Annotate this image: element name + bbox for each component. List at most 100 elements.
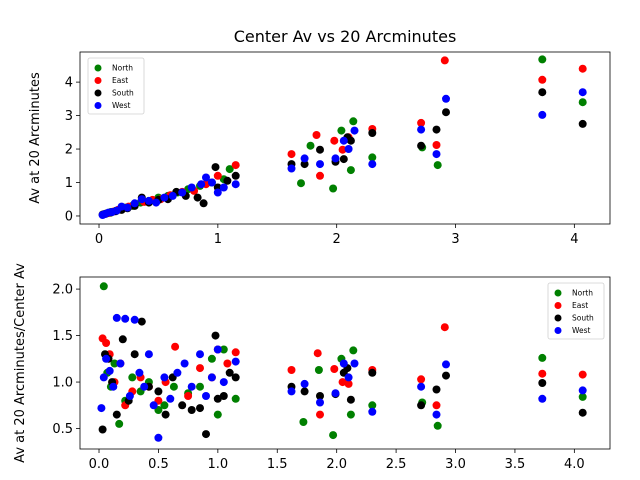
data-point (121, 314, 130, 323)
data-point (346, 395, 355, 404)
data-point (538, 75, 547, 84)
data-point (538, 55, 547, 64)
data-point (117, 202, 126, 211)
data-point (187, 183, 196, 192)
legend-label: South (572, 314, 594, 323)
x-tick-label: 0.5 (148, 457, 169, 472)
data-point (219, 345, 228, 354)
data-point (130, 315, 139, 324)
data-point (231, 394, 240, 403)
data-point (102, 354, 111, 363)
data-point (330, 136, 339, 145)
legend-label: West (112, 101, 130, 110)
data-point (187, 382, 196, 391)
data-point (417, 118, 426, 127)
data-point (223, 359, 232, 368)
bottom-scatter-plot: 0.0 0.5 1.0 1.5 2.0 2.5 3.0 3.5 4.0 0.5 1.0 1.5 2.0 A… (13, 263, 611, 472)
data-point (300, 387, 309, 396)
x-tick-label: 3 (451, 232, 459, 247)
data-point (102, 339, 111, 347)
data-point (207, 354, 216, 363)
data-point (329, 431, 338, 440)
data-point (116, 359, 125, 368)
data-point (166, 394, 175, 403)
data-point (538, 394, 547, 403)
y-tick-label: 2 (65, 143, 73, 158)
data-point (207, 178, 216, 187)
data-point (417, 401, 426, 410)
x-tick-label: 1.5 (267, 457, 288, 472)
data-point (330, 365, 339, 373)
data-point (193, 193, 202, 202)
data-point (135, 368, 144, 377)
data-point (196, 382, 204, 391)
data-point (299, 418, 308, 426)
data-point (130, 199, 139, 208)
data-point (349, 346, 358, 355)
data-point (433, 421, 442, 430)
data-point (344, 379, 353, 388)
y-tick-label: 1.0 (52, 376, 73, 391)
legend-frame (547, 282, 605, 340)
data-point (196, 364, 204, 373)
data-point (417, 141, 426, 150)
data-point (231, 348, 240, 357)
legend-marker (94, 77, 102, 84)
y-tick-label: 0 (65, 209, 73, 224)
data-point (339, 155, 348, 164)
series-west (98, 88, 587, 219)
data-point (213, 188, 222, 197)
data-point (137, 195, 146, 204)
legend-label: North (112, 64, 133, 73)
data-point (344, 373, 353, 382)
data-point (346, 136, 355, 145)
data-point (178, 401, 187, 410)
y-tick-label: 4 (65, 76, 73, 91)
legend-label: East (572, 301, 588, 310)
y-tick-label: 1 (65, 176, 73, 191)
y-tick-label: 2.0 (52, 283, 73, 298)
y-axis-label: Av at 20 Arcminutes/Center Av (13, 263, 28, 463)
data-point (432, 125, 441, 134)
data-point (339, 136, 348, 145)
legend-marker (554, 302, 562, 309)
data-point (219, 392, 228, 400)
data-point (160, 193, 169, 202)
data-point (316, 145, 324, 154)
data-point (169, 382, 178, 391)
data-point (109, 382, 118, 391)
y-tick-label: 3 (65, 109, 73, 124)
data-point (196, 404, 204, 413)
data-point (144, 350, 153, 359)
data-point (154, 433, 163, 442)
legend-marker (554, 314, 562, 322)
data-point (432, 410, 441, 419)
plot-frame (79, 51, 611, 225)
data-point (432, 385, 441, 394)
data-point (144, 196, 153, 205)
data-point (329, 184, 338, 193)
data-point (344, 145, 353, 153)
data-point (331, 154, 340, 163)
data-point (300, 379, 309, 388)
data-point (440, 323, 449, 332)
x-tick-label: 2.5 (386, 457, 407, 472)
data-point (130, 350, 139, 359)
data-point (417, 375, 426, 384)
data-point (578, 370, 587, 379)
x-tick-label: 0 (95, 232, 103, 247)
x-tick-label: 3.5 (505, 457, 526, 472)
data-point (99, 373, 108, 382)
data-point (538, 110, 547, 119)
data-point (105, 366, 114, 375)
data-point (349, 117, 358, 126)
data-point (140, 382, 149, 391)
x-tick-label: 2.0 (326, 457, 347, 472)
data-point (213, 345, 222, 354)
data-point (432, 150, 441, 159)
data-point (346, 410, 355, 419)
legend-marker (554, 289, 562, 297)
data-point (123, 203, 132, 212)
data-point (223, 176, 232, 185)
data-point (417, 125, 426, 134)
